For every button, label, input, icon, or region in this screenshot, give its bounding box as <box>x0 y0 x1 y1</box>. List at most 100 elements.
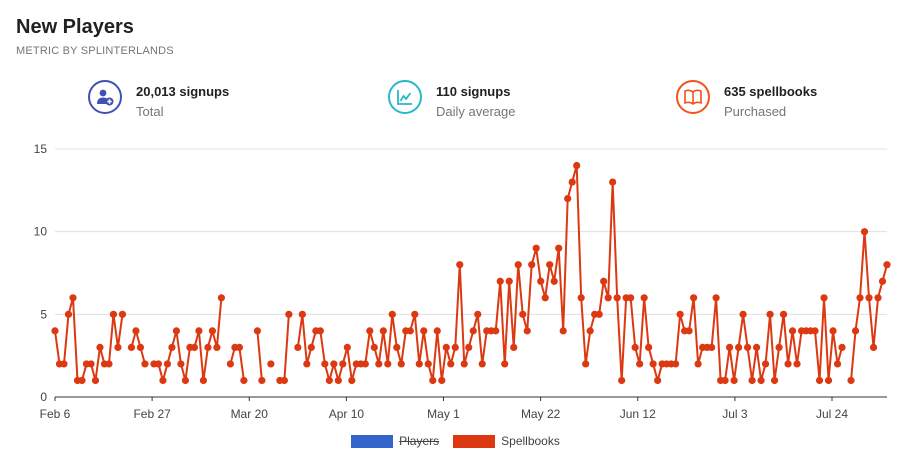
data-point <box>267 360 275 368</box>
data-point <box>519 310 527 318</box>
data-point <box>217 294 225 302</box>
data-point <box>640 294 648 302</box>
data-point <box>793 360 801 368</box>
data-point <box>177 360 185 368</box>
data-point <box>730 376 738 385</box>
data-point <box>510 343 518 351</box>
data-point <box>748 376 756 385</box>
data-point <box>770 376 779 385</box>
x-tick-label: Feb 27 <box>133 407 171 421</box>
data-point <box>613 294 621 302</box>
data-point <box>195 327 203 335</box>
data-point <box>204 343 212 351</box>
data-point <box>869 343 878 351</box>
data-point <box>303 360 311 368</box>
x-tick-label: Jun 12 <box>620 407 656 421</box>
data-point <box>168 343 176 351</box>
line-chart-icon <box>388 80 422 114</box>
data-point <box>456 261 464 269</box>
data-point <box>226 360 234 368</box>
data-point <box>829 327 837 335</box>
data-point <box>541 294 549 302</box>
data-point <box>676 310 684 318</box>
data-point <box>208 327 217 335</box>
data-point <box>496 277 504 285</box>
data-point <box>573 161 581 170</box>
stat-value: 635 spellbooks <box>724 84 818 99</box>
data-point <box>564 195 572 203</box>
data-point <box>672 360 680 368</box>
data-point <box>213 343 221 351</box>
chart-title: New Players <box>16 16 134 38</box>
data-point <box>721 376 729 385</box>
legend-item-players[interactable]: Players <box>351 434 439 448</box>
data-point <box>415 360 423 368</box>
data-point <box>397 360 405 368</box>
data-point <box>586 327 594 335</box>
data-point <box>406 327 414 335</box>
data-point <box>712 294 720 302</box>
data-point <box>568 178 576 186</box>
y-tick-label: 15 <box>34 142 48 156</box>
data-point <box>766 310 774 318</box>
data-point <box>550 277 558 285</box>
data-point <box>505 277 513 285</box>
data-point <box>757 376 765 385</box>
data-point <box>294 343 302 351</box>
add-user-icon <box>88 80 122 114</box>
x-tick-label: Jul 3 <box>722 407 748 421</box>
data-point <box>451 343 459 351</box>
data-point <box>788 327 797 335</box>
data-point <box>280 376 288 385</box>
y-tick-label: 0 <box>40 390 47 404</box>
data-point <box>847 376 855 385</box>
data-point <box>631 343 639 351</box>
x-tick-label: Feb 6 <box>40 407 71 421</box>
data-point <box>199 376 208 385</box>
data-point <box>343 343 351 351</box>
data-point <box>883 261 891 269</box>
data-point <box>752 343 761 351</box>
data-point <box>330 360 338 368</box>
data-point <box>856 294 864 302</box>
data-point <box>501 360 509 368</box>
data-point <box>474 310 482 318</box>
chart-legend: Players Spellbooks <box>0 434 911 448</box>
data-point <box>775 343 783 351</box>
data-point <box>685 327 693 335</box>
data-point <box>523 327 531 335</box>
stat-value: 110 signups <box>436 84 511 99</box>
data-point <box>514 261 522 269</box>
data-point <box>424 360 432 368</box>
data-point <box>546 261 554 269</box>
data-point <box>874 294 882 302</box>
data-point <box>411 310 419 318</box>
data-point <box>132 327 140 335</box>
data-point <box>582 360 590 368</box>
data-point <box>141 360 149 368</box>
data-point <box>694 360 702 368</box>
data-point <box>739 310 747 318</box>
data-point <box>348 376 356 385</box>
data-point <box>784 360 792 368</box>
legend-item-spellbooks[interactable]: Spellbooks <box>453 434 560 448</box>
data-point <box>64 310 73 318</box>
data-point <box>811 327 819 335</box>
data-point <box>384 360 392 368</box>
data-point <box>325 376 333 385</box>
data-point <box>595 310 603 318</box>
legend-swatch-players <box>351 434 394 448</box>
data-point <box>154 360 163 368</box>
data-point <box>87 360 95 368</box>
data-point <box>136 343 145 351</box>
data-point <box>469 327 477 335</box>
data-point <box>240 376 248 385</box>
data-point <box>51 327 59 335</box>
data-point <box>604 294 612 302</box>
data-point <box>645 343 653 351</box>
data-point <box>91 376 100 385</box>
legend-label-players: Players <box>399 434 440 448</box>
data-point <box>163 360 172 368</box>
data-point <box>253 327 261 335</box>
